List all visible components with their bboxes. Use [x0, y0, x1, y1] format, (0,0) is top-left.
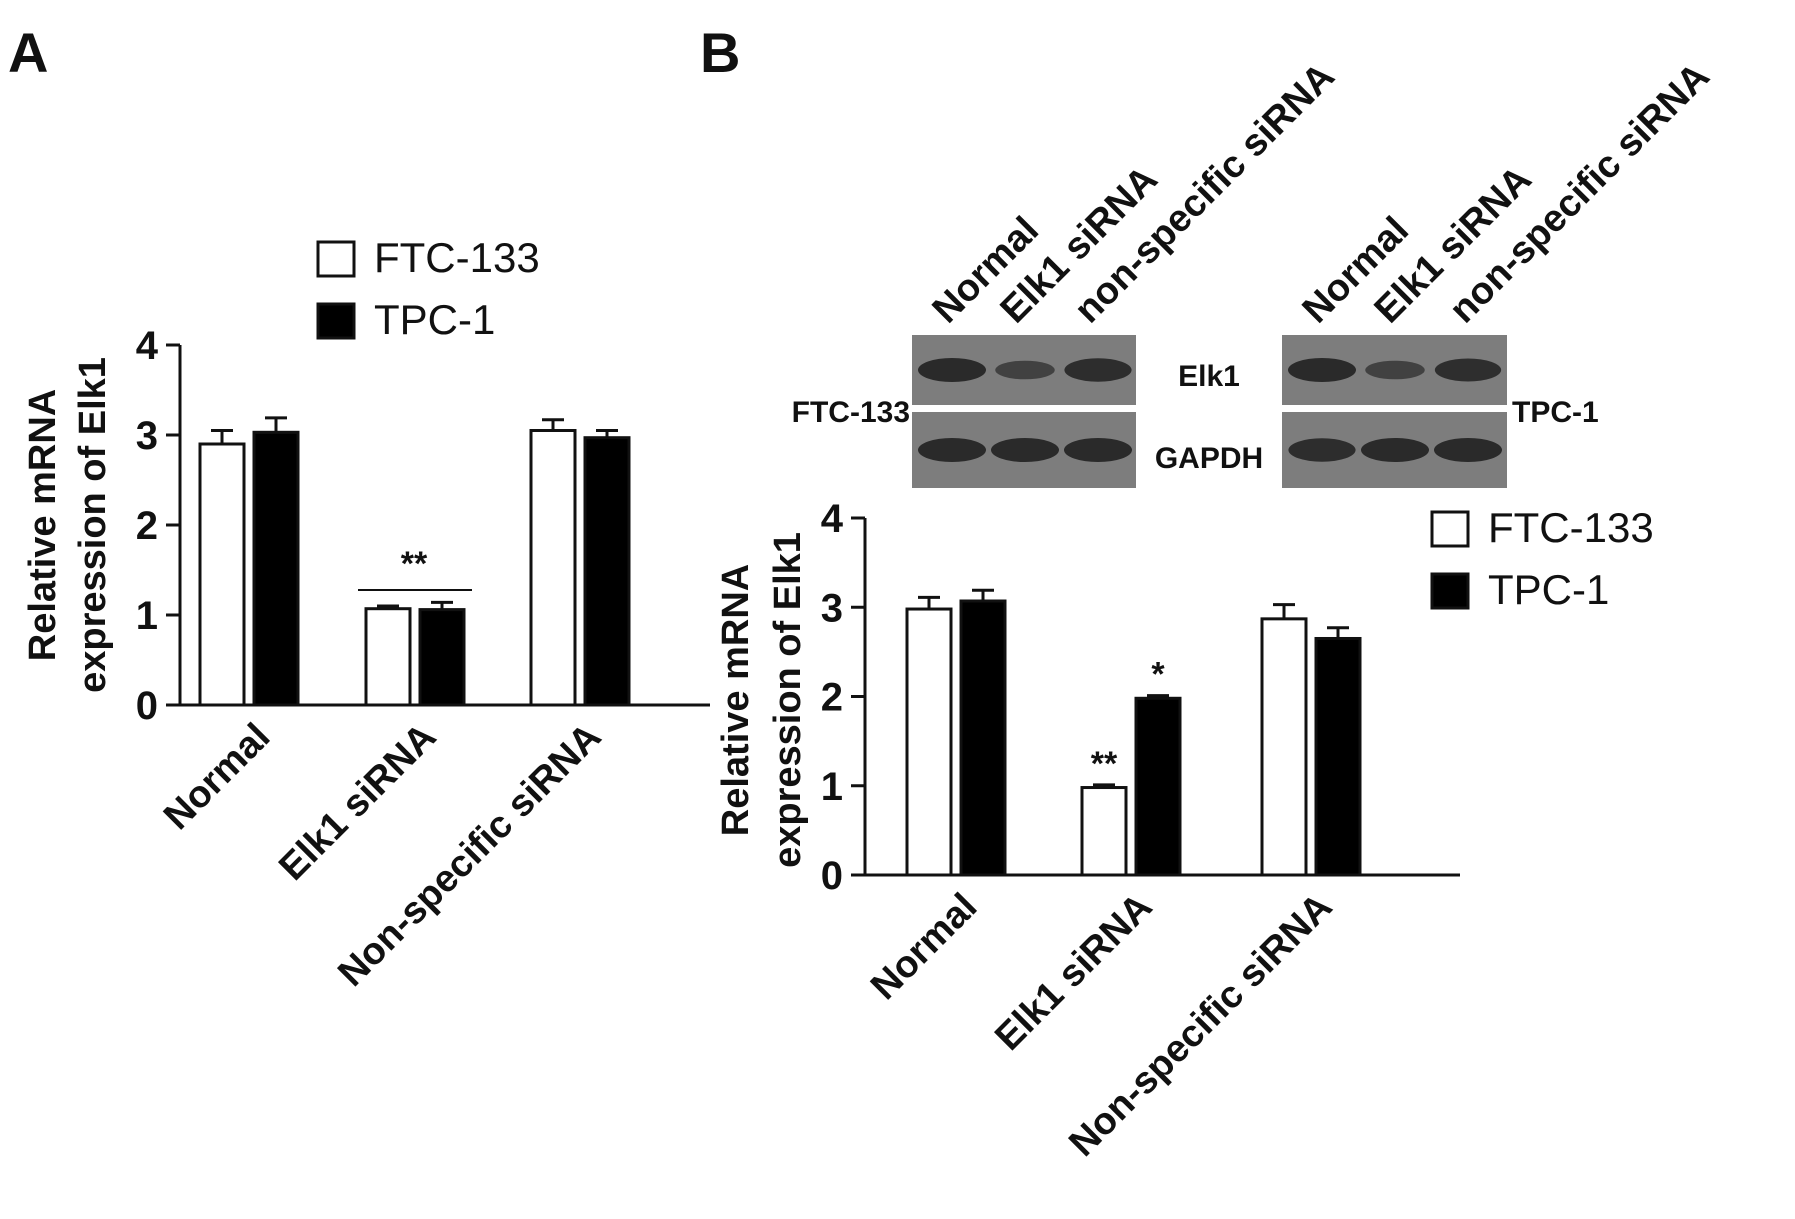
- bar: [418, 608, 466, 707]
- bar-chart-b: 0 1 2 3 4 Relative mRNA expression of Elk1 Norm…: [715, 497, 1654, 1165]
- significance-marker: **: [1091, 745, 1118, 783]
- blot-band: [995, 360, 1055, 380]
- y-tick-label: 4: [136, 324, 159, 368]
- x-tick-label: Normal: [156, 716, 278, 838]
- legend-label: FTC-133: [1488, 504, 1654, 551]
- y-tick-label: 0: [821, 854, 843, 898]
- y-axis-label-line2: expression of Elk1: [767, 532, 809, 868]
- bar: [364, 607, 412, 707]
- blot-cell-line-left: FTC-133: [792, 396, 910, 429]
- y-tick-label: 3: [821, 586, 843, 630]
- x-tick-label: Normal: [863, 886, 985, 1008]
- blot-band: [1434, 358, 1502, 382]
- legend-swatch: [1430, 510, 1470, 548]
- blot-row-label-elk1: Elk1: [1178, 360, 1240, 393]
- significance-marker: *: [1151, 656, 1165, 694]
- bar: [529, 429, 577, 707]
- blot-band: [1064, 358, 1132, 382]
- y-tick-label: 1: [136, 594, 158, 638]
- blot-row-label-gapdh: GAPDH: [1155, 442, 1263, 475]
- blot-band: [991, 438, 1059, 462]
- panel-label-a: A: [8, 21, 48, 84]
- blot-band: [1288, 438, 1356, 462]
- blot-band: [1434, 438, 1502, 462]
- bar: [1134, 696, 1182, 877]
- y-axis-label-line1: Relative mRNA: [22, 389, 64, 661]
- y-tick-label: 2: [821, 676, 843, 720]
- blot-band: [918, 358, 986, 382]
- blot-band: [918, 438, 986, 462]
- y-tick-label: 4: [821, 497, 844, 541]
- y-tick-label: 1: [821, 765, 843, 809]
- bar: [959, 599, 1007, 877]
- bar: [1080, 786, 1128, 877]
- bar-chart-a: 0 1 2 3 4 Relative mRNA expression of Elk1 Norm…: [22, 234, 710, 995]
- panel-label-b: B: [700, 21, 740, 84]
- legend-label: FTC-133: [374, 234, 540, 281]
- blot-band: [1288, 358, 1356, 382]
- y-tick-label: 2: [136, 504, 158, 548]
- legend-swatch: [316, 302, 356, 340]
- bar: [905, 607, 953, 877]
- significance-marker: **: [401, 545, 428, 583]
- x-tick-label: Elk1 siRNA: [271, 716, 444, 889]
- legend-swatch: [1430, 572, 1470, 610]
- y-tick-label: 0: [136, 684, 158, 728]
- blot-band: [1365, 360, 1425, 380]
- blot-band: [1361, 438, 1429, 462]
- legend-label: TPC-1: [1488, 566, 1609, 613]
- blot-cell-line-right: TPC-1: [1512, 396, 1599, 429]
- y-axis-label-line2: expression of Elk1: [72, 357, 114, 693]
- bar: [252, 430, 300, 707]
- y-tick-label: 3: [136, 414, 158, 458]
- bar: [1260, 617, 1308, 877]
- legend-swatch: [316, 240, 356, 278]
- bar: [583, 436, 631, 707]
- bar: [1314, 636, 1362, 877]
- x-tick-label: Elk1 siRNA: [987, 886, 1160, 1059]
- bar: [198, 442, 246, 707]
- legend-label: TPC-1: [374, 296, 495, 343]
- blot-band: [1064, 438, 1132, 462]
- y-axis-label-line1: Relative mRNA: [715, 564, 757, 836]
